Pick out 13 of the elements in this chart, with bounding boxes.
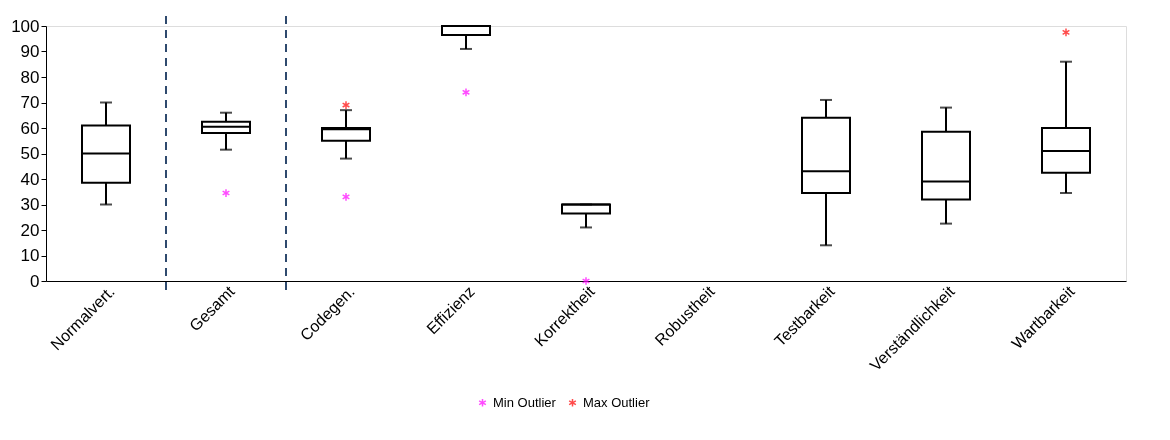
y-tick-label: 50 [20,144,40,163]
legend-label: Min Outlier [493,394,557,410]
legend-label: Max Outlier [583,394,651,410]
y-tick-label: 100 [11,16,40,36]
y-tick-label: 70 [20,93,40,112]
y-tick-label: 80 [20,67,40,87]
y-tick-label: 60 [20,118,40,138]
y-tick-label: 90 [20,42,40,61]
y-tick-label: 20 [20,220,40,240]
y-tick-label: 0 [30,271,40,291]
y-tick-label: 30 [20,195,40,214]
y-tick-label: 40 [20,169,40,189]
y-tick-label: 10 [20,246,40,265]
